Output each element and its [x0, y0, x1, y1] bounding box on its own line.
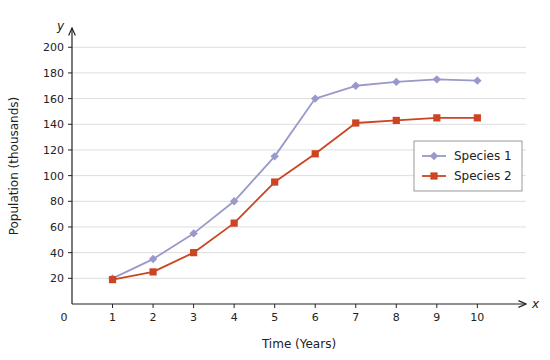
y-tick-label: 80	[50, 195, 64, 208]
point	[433, 75, 441, 83]
background	[0, 0, 550, 360]
point	[474, 114, 481, 121]
legend-label: Species 2	[454, 169, 512, 183]
y-tick-label: 100	[43, 170, 64, 183]
grid-line	[72, 226, 526, 227]
point	[149, 268, 156, 275]
grid-line	[72, 98, 526, 99]
point	[108, 274, 116, 282]
y-tick-label: 20	[50, 272, 64, 285]
y-axis-label: Population (thousands)	[7, 97, 21, 236]
x-tick	[112, 304, 113, 308]
x-tick-label: 5	[271, 311, 278, 324]
x-tick	[477, 304, 478, 308]
point	[189, 229, 197, 237]
y-tick-label: 160	[43, 93, 64, 106]
x-tick-label: 8	[393, 311, 400, 324]
x-tick	[315, 304, 316, 308]
x-tick	[153, 304, 154, 308]
point	[271, 178, 278, 185]
x-tick-label: 1	[109, 311, 116, 324]
point	[433, 114, 440, 121]
y-tick-label: 120	[43, 144, 64, 157]
point	[352, 119, 359, 126]
x-tick	[396, 304, 397, 308]
x-tick	[234, 304, 235, 308]
legend-marker	[430, 152, 438, 160]
x-tick-label: 9	[433, 311, 440, 324]
x-tick-label: 4	[231, 311, 238, 324]
x-tick-label: 3	[190, 311, 197, 324]
grid-line	[72, 252, 526, 253]
grid-line	[72, 278, 526, 279]
x-tick-label: 10	[470, 311, 484, 324]
y-tick	[68, 252, 72, 253]
point	[109, 276, 116, 283]
legend-label: Species 1	[454, 149, 512, 163]
grid-line	[72, 47, 526, 48]
y-tick-label: 180	[43, 67, 64, 80]
y-tick	[68, 98, 72, 99]
grid-line	[72, 201, 526, 202]
y-tick	[68, 124, 72, 125]
y-tick-label: 140	[43, 118, 64, 131]
point	[230, 197, 238, 205]
point	[231, 220, 238, 227]
x-tick	[355, 304, 356, 308]
legend: Species 1 Species 2	[414, 141, 522, 191]
y-tick	[68, 278, 72, 279]
grid-line	[72, 72, 526, 73]
x-tick-label: 6	[312, 311, 319, 324]
y-tick	[68, 72, 72, 73]
annotation: x	[531, 297, 540, 311]
annotation: y	[56, 19, 65, 33]
x-tick	[193, 304, 194, 308]
y-tick	[68, 226, 72, 227]
point	[190, 249, 197, 256]
x-axis	[72, 303, 526, 304]
y-tick	[68, 175, 72, 176]
legend-frame	[414, 141, 522, 191]
x-axis-label: Time (Years)	[261, 337, 336, 351]
y-tick	[68, 201, 72, 202]
y-axis	[71, 28, 72, 304]
x-tick	[436, 304, 437, 308]
chart: 1 2 3 4 5 6 7 8 9 10 20 40 60 80 100 120 140 160 180 200 Tim…	[0, 0, 550, 360]
point	[352, 82, 360, 90]
y-tick	[68, 47, 72, 48]
point	[393, 117, 400, 124]
y-tick	[68, 149, 72, 150]
y-tick-label: 200	[43, 41, 64, 54]
grid-line	[72, 124, 526, 125]
point	[312, 150, 319, 157]
point	[270, 152, 278, 160]
point	[311, 94, 319, 102]
point	[149, 255, 157, 263]
legend-marker	[430, 172, 437, 179]
x-tick	[274, 304, 275, 308]
y-tick-label: 40	[50, 247, 64, 260]
point	[473, 76, 481, 84]
point	[392, 78, 400, 86]
y-tick-label: 60	[50, 221, 64, 234]
x-tick-label: 2	[150, 311, 157, 324]
x-tick-label: 7	[352, 311, 359, 324]
annotation: 0	[61, 311, 68, 324]
